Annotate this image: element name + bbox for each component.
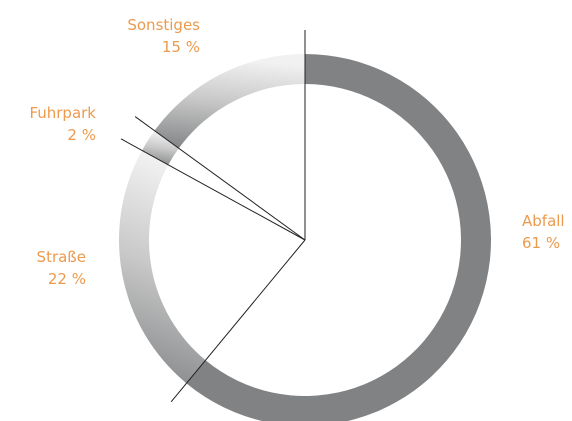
slice-label-sonstiges: Sonstiges 15 %	[127, 16, 200, 56]
slice-label-abfall: Abfall 61 %	[522, 212, 565, 252]
slice-value-abfall: 61 %	[522, 234, 560, 252]
slice-value-strasse: 22 %	[48, 270, 86, 288]
separator-line-strasse	[170, 239, 306, 403]
slice-name-strasse: Straße	[37, 248, 86, 266]
separator-line-sonstiges	[134, 116, 306, 241]
separator-line-fuhrpark	[120, 138, 306, 241]
slice-name-fuhrpark: Fuhrpark	[29, 104, 96, 122]
slice-name-abfall: Abfall	[522, 212, 565, 230]
slice-label-fuhrpark: Fuhrpark 2 %	[29, 104, 96, 144]
slice-value-sonstiges: 15 %	[162, 38, 200, 56]
slice-sonstiges	[154, 54, 305, 149]
slice-name-sonstiges: Sonstiges	[127, 16, 200, 34]
slice-abfall	[186, 54, 491, 421]
slice-fuhrpark	[142, 130, 179, 165]
slice-value-fuhrpark: 2 %	[67, 126, 96, 144]
slice-label-strasse: Straße 22 %	[37, 248, 86, 288]
slice-strasse	[119, 150, 206, 384]
